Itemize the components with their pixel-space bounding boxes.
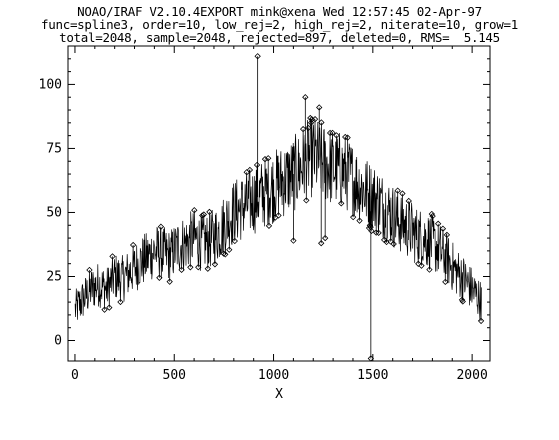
- rejected-point: [366, 222, 374, 229]
- header-line-1: NOAO/IRAF V2.10.4EXPORT mink@xena Wed 12…: [77, 4, 482, 19]
- rejected-point: [246, 166, 254, 174]
- rejected-point: [322, 234, 329, 242]
- rejected-point: [157, 223, 165, 230]
- rejected-point: [101, 306, 108, 313]
- rejected-point: [86, 266, 93, 274]
- rejected-point: [253, 161, 261, 169]
- rejected-point: [344, 134, 351, 141]
- rejected-point: [428, 210, 435, 218]
- rejected-point: [329, 129, 336, 137]
- rejected-point: [373, 229, 380, 236]
- header-line-3: total=2048, sample=2048, rejected=897, d…: [59, 30, 500, 45]
- rejected-points: [86, 53, 485, 362]
- rejected-point: [290, 237, 297, 244]
- rejected-point: [367, 355, 375, 362]
- rejected-point: [231, 237, 238, 245]
- rejected-point: [394, 187, 401, 194]
- rejected-point: [109, 253, 116, 260]
- rejected-point: [187, 264, 194, 271]
- rejected-point: [191, 207, 198, 214]
- rejected-point: [299, 125, 307, 133]
- x-tick-label: 1000: [258, 368, 289, 383]
- rejected-point: [195, 264, 202, 271]
- rejected-point: [443, 231, 451, 239]
- rejected-point: [211, 261, 219, 268]
- rejected-point: [156, 274, 163, 281]
- x-tick-label: 500: [163, 368, 186, 383]
- rejected-point: [338, 200, 345, 207]
- rejected-point: [311, 115, 319, 123]
- rejected-point: [265, 155, 272, 162]
- x-axis-label: X: [275, 387, 283, 402]
- header-line-2: func=spline3, order=10, low_rej=2, high_…: [41, 17, 518, 32]
- x-tick-label: 0: [71, 368, 79, 383]
- rejected-point: [166, 278, 173, 285]
- y-tick-label: 75: [46, 141, 62, 156]
- rejected-point: [390, 240, 397, 248]
- rejected-point: [220, 250, 227, 257]
- rejected-point: [199, 212, 206, 219]
- rejected-point: [399, 190, 406, 197]
- rejected-point: [178, 266, 185, 274]
- x-ticks: 0 500 1000 1500 2000: [71, 46, 488, 383]
- y-tick-label: 100: [39, 77, 62, 92]
- rejected-point: [318, 119, 325, 126]
- rejected-point: [305, 124, 312, 132]
- rejected-point: [254, 53, 261, 60]
- x-tick-label: 1500: [357, 368, 388, 383]
- rejected-point: [387, 238, 394, 245]
- rejected-point: [117, 298, 124, 306]
- y-tick-label: 50: [46, 205, 62, 220]
- rejected-point: [302, 94, 309, 101]
- plot-frame: [67, 45, 491, 362]
- rejected-point: [307, 119, 315, 126]
- rejected-point: [415, 260, 422, 267]
- y-tick-label: 25: [46, 269, 62, 284]
- data-series-line: [74, 117, 482, 321]
- rejected-point: [356, 217, 363, 224]
- rejected-point: [206, 208, 213, 216]
- rejected-point: [222, 251, 229, 258]
- x-tick-label: 2000: [456, 368, 487, 383]
- y-tick-label: 0: [54, 334, 62, 349]
- rejected-point: [129, 241, 137, 249]
- rejected-point: [200, 211, 207, 218]
- rejected-point: [275, 212, 282, 219]
- rejected-point: [375, 229, 382, 236]
- y-ticks: 0 25 50 75 100: [39, 58, 490, 349]
- rejected-point: [265, 222, 273, 230]
- rejected-point: [458, 296, 466, 304]
- rejected-point: [442, 278, 449, 286]
- rejected-point: [204, 265, 211, 272]
- rejected-point: [350, 213, 357, 221]
- rejected-point: [106, 304, 113, 311]
- rejected-point: [318, 240, 325, 247]
- rejected-point: [316, 104, 323, 111]
- rejected-point: [418, 262, 425, 269]
- rejected-point: [459, 298, 466, 305]
- rejected-point: [303, 197, 310, 204]
- rejected-point: [426, 266, 433, 273]
- rejected-point: [405, 197, 412, 205]
- rejected-point: [326, 129, 334, 137]
- rejected-point: [261, 156, 269, 163]
- rejected-point: [226, 246, 233, 253]
- rejected-point: [368, 227, 375, 235]
- rejected-point: [439, 225, 447, 232]
- rejected-point: [435, 220, 442, 227]
- rejected-point: [477, 317, 485, 325]
- rejected-point: [333, 132, 340, 139]
- rejected-point: [429, 212, 436, 220]
